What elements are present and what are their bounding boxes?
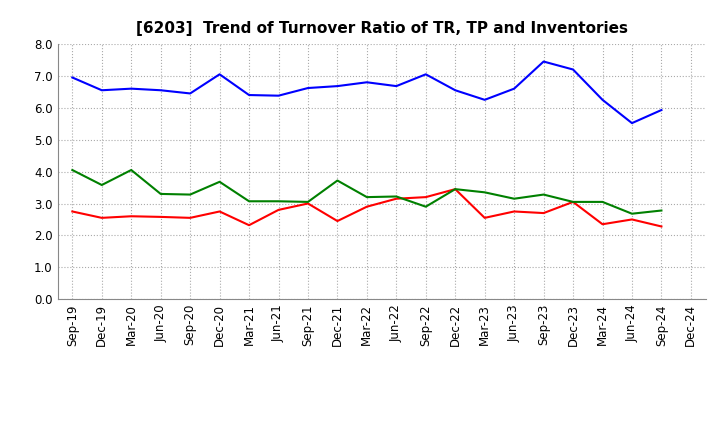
Trade Payables — [186, 91, 194, 96]
Inventories — [186, 192, 194, 197]
Inventories — [392, 194, 400, 199]
Legend: Trade Receivables, Trade Payables, Inventories: Trade Receivables, Trade Payables, Inven… — [166, 438, 597, 440]
Trade Receivables — [156, 214, 165, 220]
Trade Payables — [480, 97, 489, 103]
Line: Trade Payables: Trade Payables — [72, 62, 662, 123]
Trade Payables — [215, 72, 224, 77]
Trade Receivables — [127, 214, 135, 219]
Trade Payables — [510, 86, 518, 92]
Trade Payables — [598, 97, 607, 103]
Inventories — [363, 194, 372, 200]
Inventories — [421, 204, 430, 209]
Inventories — [539, 192, 548, 197]
Trade Receivables — [421, 194, 430, 200]
Trade Payables — [363, 80, 372, 85]
Trade Payables — [421, 72, 430, 77]
Inventories — [274, 198, 283, 204]
Inventories — [245, 198, 253, 204]
Trade Receivables — [97, 215, 106, 220]
Trade Receivables — [392, 196, 400, 202]
Trade Payables — [97, 88, 106, 93]
Trade Receivables — [363, 204, 372, 209]
Inventories — [569, 199, 577, 205]
Trade Receivables — [186, 215, 194, 220]
Trade Receivables — [628, 217, 636, 222]
Trade Payables — [156, 88, 165, 93]
Inventories — [215, 179, 224, 184]
Trade Payables — [304, 85, 312, 91]
Line: Trade Receivables: Trade Receivables — [72, 189, 662, 227]
Line: Inventories: Inventories — [72, 170, 662, 214]
Trade Payables — [539, 59, 548, 64]
Inventories — [510, 196, 518, 202]
Trade Payables — [274, 93, 283, 98]
Inventories — [304, 199, 312, 205]
Inventories — [628, 211, 636, 216]
Trade Payables — [127, 86, 135, 92]
Trade Receivables — [245, 223, 253, 228]
Trade Receivables — [304, 201, 312, 206]
Trade Payables — [392, 84, 400, 89]
Trade Receivables — [68, 209, 76, 214]
Trade Payables — [569, 67, 577, 72]
Trade Receivables — [480, 215, 489, 220]
Trade Receivables — [539, 210, 548, 216]
Trade Payables — [245, 92, 253, 98]
Inventories — [598, 199, 607, 205]
Trade Payables — [628, 121, 636, 126]
Title: [6203]  Trend of Turnover Ratio of TR, TP and Inventories: [6203] Trend of Turnover Ratio of TR, TP… — [135, 21, 628, 36]
Trade Payables — [333, 84, 342, 89]
Trade Payables — [68, 75, 76, 80]
Inventories — [451, 187, 459, 192]
Trade Receivables — [274, 207, 283, 213]
Trade Payables — [657, 107, 666, 113]
Trade Receivables — [569, 199, 577, 205]
Trade Payables — [451, 88, 459, 93]
Trade Receivables — [451, 187, 459, 192]
Trade Receivables — [510, 209, 518, 214]
Trade Receivables — [215, 209, 224, 214]
Inventories — [657, 208, 666, 213]
Trade Receivables — [657, 224, 666, 229]
Trade Receivables — [598, 222, 607, 227]
Inventories — [333, 178, 342, 183]
Inventories — [480, 190, 489, 195]
Inventories — [156, 191, 165, 197]
Inventories — [97, 182, 106, 187]
Inventories — [68, 167, 76, 172]
Trade Receivables — [333, 218, 342, 224]
Inventories — [127, 167, 135, 172]
